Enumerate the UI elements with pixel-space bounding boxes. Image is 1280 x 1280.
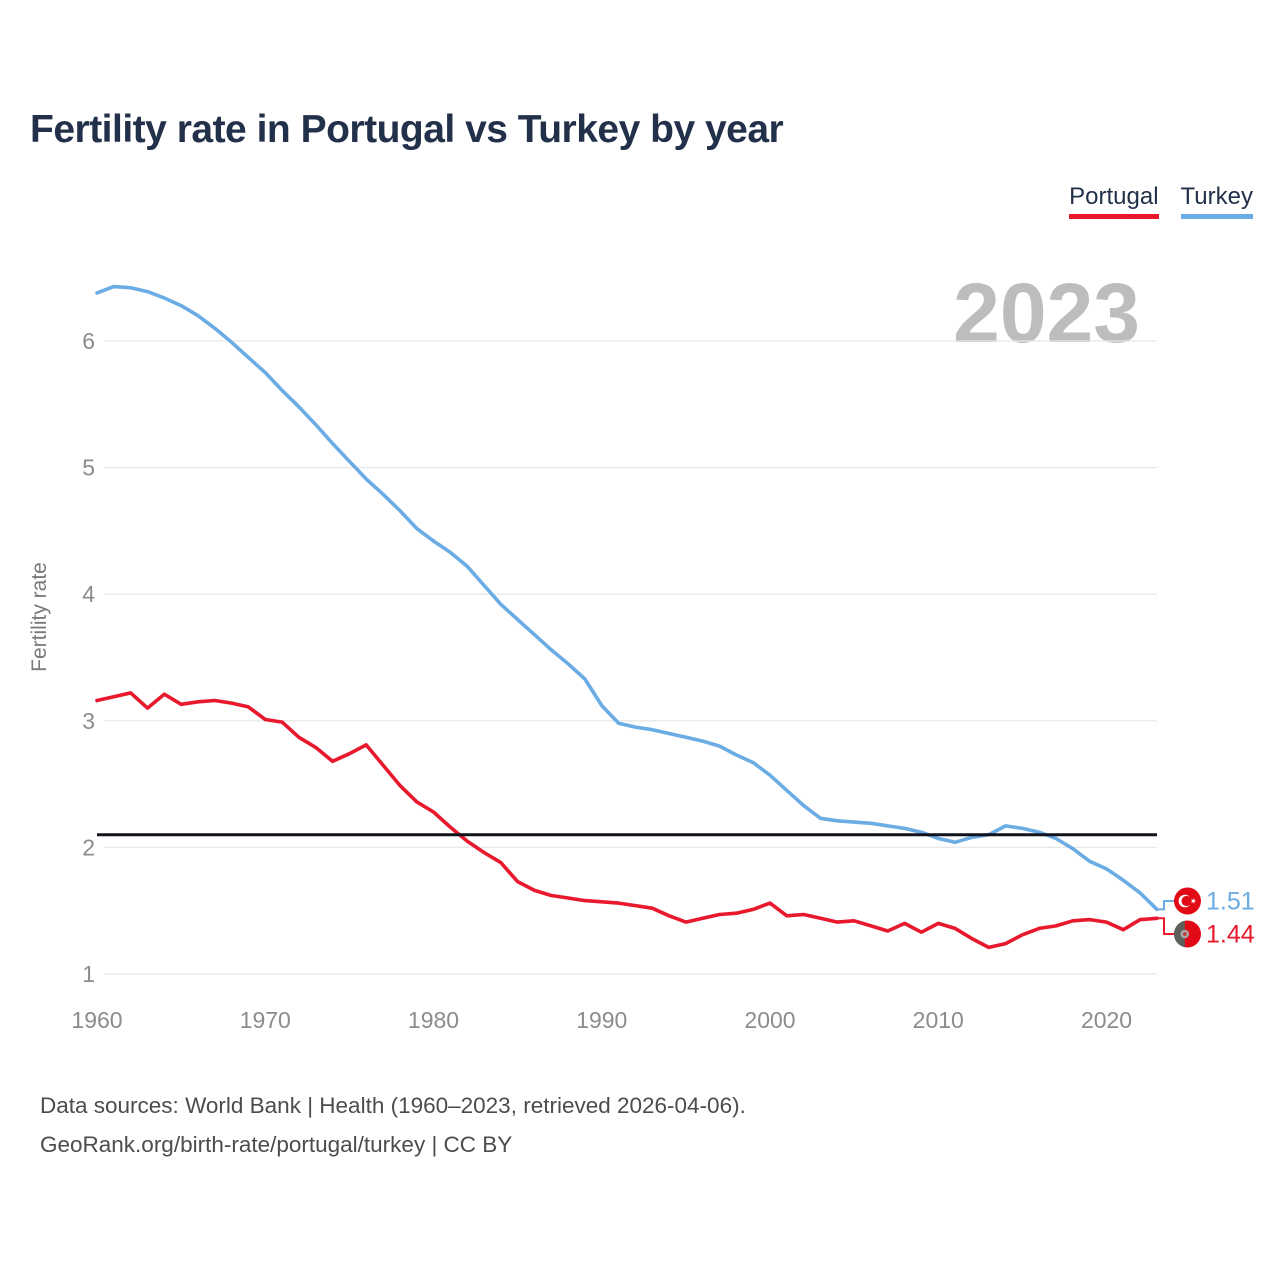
flag-green-band bbox=[1174, 920, 1185, 948]
legend-item-portugal[interactable]: Portugal bbox=[1069, 183, 1159, 220]
crescent-inner bbox=[1181, 895, 1192, 907]
legend-item-turkey[interactable]: Turkey bbox=[1180, 183, 1253, 220]
gridlines-group: 1 2 3 4 5 6 1960 1970 1980 1990 2000 2010 2020 bbox=[71, 328, 1157, 1033]
end-value-label-portugal: 1.44 bbox=[1206, 921, 1255, 949]
turkey-flag-icon bbox=[1174, 887, 1201, 915]
y-tick-label: 6 bbox=[82, 328, 95, 354]
star bbox=[1190, 898, 1197, 904]
series-line-portugal bbox=[95, 691, 1159, 950]
annotations-group: 1.51 1.44 bbox=[1157, 887, 1255, 949]
year-watermark: 2023 bbox=[953, 266, 1140, 360]
x-tick-label: 2000 bbox=[744, 1007, 795, 1033]
x-tick-label: 1960 bbox=[71, 1007, 122, 1033]
y-tick-label: 1 bbox=[82, 961, 95, 987]
x-tick-label: 2010 bbox=[913, 1007, 964, 1033]
x-tick-label: 1990 bbox=[576, 1007, 627, 1033]
footer-attribution: GeoRank.org/birth-rate/portugal/turkey |… bbox=[40, 1132, 513, 1157]
chart-title: Fertility rate in Portugal vs Turkey by … bbox=[30, 108, 784, 151]
series-line-turkey bbox=[95, 284, 1159, 912]
y-axis-title: Fertility rate bbox=[28, 562, 51, 672]
end-value-label-turkey: 1.51 bbox=[1206, 888, 1255, 916]
x-tick-label: 1980 bbox=[408, 1007, 459, 1033]
portugal-flag-icon bbox=[1174, 920, 1201, 948]
legend: Portugal Turkey bbox=[1069, 183, 1253, 220]
x-tick-label: 1970 bbox=[240, 1007, 291, 1033]
leader-line-turkey bbox=[1157, 900, 1174, 911]
footer: Data sources: World Bank | Health (1960–… bbox=[40, 1086, 746, 1164]
footer-data-sources: Data sources: World Bank | Health (1960–… bbox=[40, 1093, 746, 1118]
series-group bbox=[95, 284, 1159, 950]
y-tick-label: 5 bbox=[82, 455, 95, 481]
emblem-center bbox=[1183, 932, 1187, 936]
y-tick-label: 3 bbox=[82, 708, 95, 734]
leader-line-portugal bbox=[1157, 917, 1174, 935]
y-tick-label: 4 bbox=[82, 581, 95, 607]
y-tick-label: 2 bbox=[82, 834, 95, 860]
x-tick-label: 2020 bbox=[1081, 1007, 1132, 1033]
